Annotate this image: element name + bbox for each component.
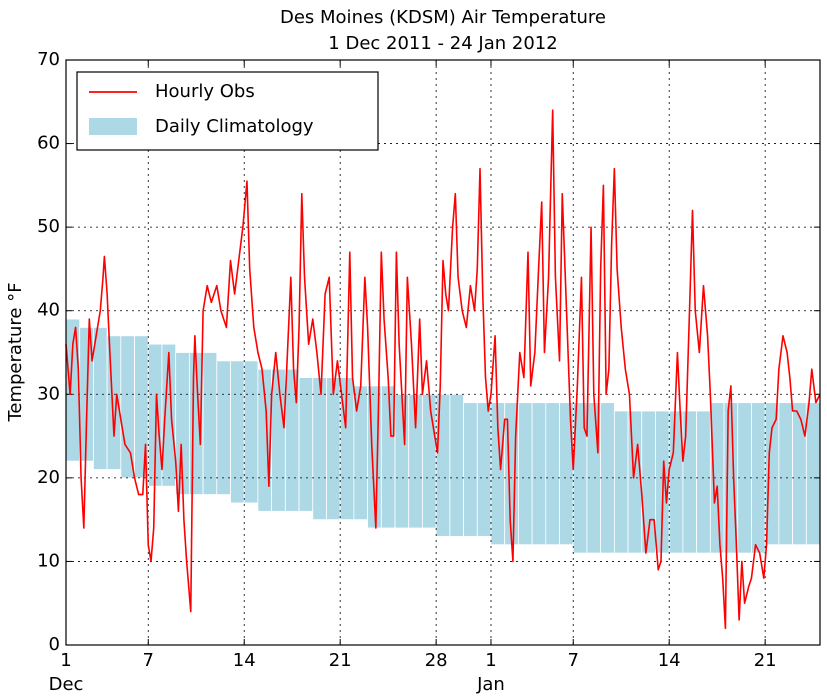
climatology-bar [93,327,108,470]
chart-title: Des Moines (KDSM) Air Temperature [280,7,606,28]
temperature-line [65,109,821,630]
x-tick-label: 14 [233,650,256,671]
climatology-bar [696,410,711,554]
legend-label: Daily Climatology [155,116,314,137]
y-tick-label: 50 [37,216,60,237]
y-tick-label: 60 [37,133,60,154]
month-label: Jan [476,674,505,695]
climatology-bar [230,360,245,504]
x-tick-label: 1 [60,650,71,671]
climatology-bar [545,402,560,546]
climatology-bar [792,402,807,546]
climatology-bar [326,377,341,521]
legend-box [76,71,379,151]
climatology-bar [778,402,793,546]
climatology-bar [531,402,547,546]
climatology-bar [120,335,135,479]
climatology-bar [463,402,478,537]
climatology-bar [449,393,464,537]
legend-label: Hourly Obs [155,81,255,102]
climatology-bar [476,402,492,537]
climatology-bar [243,360,259,504]
y-tick-label: 40 [37,300,60,321]
y-tick-label: 30 [37,383,60,404]
chart-subtitle: 1 Dec 2011 - 24 Jan 2012 [328,33,557,54]
climatology-bar [435,393,451,537]
y-tick-label: 20 [37,467,60,488]
x-tick-label: 14 [658,650,681,671]
y-tick-label: 10 [37,550,60,571]
x-tick-label: 7 [143,650,154,671]
y-tick-label: 70 [37,49,60,70]
climatology-bar [380,385,396,529]
climatology-bar [216,360,231,495]
climatology-bar [271,368,286,512]
climatology-bar [298,377,314,512]
month-label: Dec [49,674,84,695]
x-tick-label: 21 [329,650,352,671]
x-tick-label: 7 [568,650,579,671]
climatology-bar [805,402,821,546]
y-tick-label: 0 [49,634,60,655]
x-tick-label: 21 [754,650,777,671]
climatology-bar [394,393,410,529]
climatology-bar [312,377,327,521]
x-tick-label: 28 [425,650,448,671]
climatology-bar [202,352,218,495]
climatology-bar [613,410,629,554]
plot-frame [65,59,821,646]
x-tick-label: 1 [485,650,496,671]
climatology-bar [422,393,437,529]
y-axis-label: Temperature °F [5,282,26,422]
legend-swatch [89,118,137,135]
climatology-bar [627,410,643,554]
climatology-bar [518,402,533,546]
climatology-bar [682,410,698,554]
